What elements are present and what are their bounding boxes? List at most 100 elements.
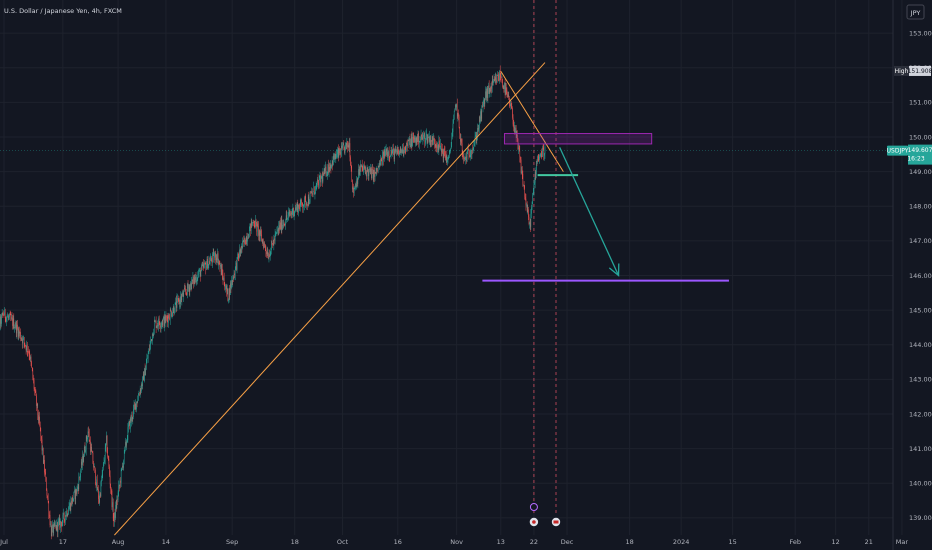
candle-body xyxy=(302,204,303,208)
candle-body xyxy=(312,193,313,195)
candle-body xyxy=(388,151,389,156)
x-tick-label: 17 xyxy=(59,538,67,546)
candle-body xyxy=(271,241,273,244)
candle-body xyxy=(540,153,541,156)
candle-body xyxy=(42,448,43,451)
symbol-badge xyxy=(887,145,908,156)
candle-body xyxy=(323,173,324,176)
candle-body xyxy=(318,181,319,188)
candle-body xyxy=(229,288,230,295)
candle-body xyxy=(62,522,63,527)
candle-body xyxy=(358,169,360,175)
candle-body xyxy=(218,262,219,265)
candle-body xyxy=(92,453,94,464)
candle-body xyxy=(436,144,437,148)
currency-button[interactable]: JPY xyxy=(906,4,925,20)
candle-body xyxy=(272,243,273,245)
candle-body xyxy=(293,207,294,217)
candle-body xyxy=(222,268,223,275)
candle-body xyxy=(208,261,210,265)
candle-body xyxy=(354,188,356,190)
candle-body xyxy=(319,177,320,188)
currency-label: JPY xyxy=(910,9,921,17)
candle-body xyxy=(537,156,539,159)
candle-body xyxy=(269,254,271,257)
candle-body xyxy=(236,262,237,270)
candle-body xyxy=(44,472,46,474)
candle-body xyxy=(170,310,172,312)
candle-body xyxy=(138,395,139,401)
candle-body xyxy=(232,276,234,283)
candle-body xyxy=(285,222,286,226)
candle-body xyxy=(99,494,100,503)
candle-body xyxy=(261,239,263,242)
candle-body xyxy=(449,151,451,152)
candle-body xyxy=(189,286,191,292)
candle-body xyxy=(324,168,326,171)
event-marker-icon[interactable] xyxy=(529,503,538,511)
candle-body xyxy=(86,436,88,440)
candle-body xyxy=(109,475,111,485)
candle-body xyxy=(65,515,67,517)
candle-body xyxy=(161,322,162,325)
candle-body xyxy=(467,149,468,153)
candle-body xyxy=(162,319,164,325)
candle-body xyxy=(527,209,529,213)
candle-body xyxy=(277,229,279,231)
candle-body xyxy=(45,473,46,478)
candle-body xyxy=(300,199,302,205)
candle-body xyxy=(269,254,270,257)
candle-body xyxy=(288,212,289,216)
candle-body xyxy=(411,136,412,144)
candle-body xyxy=(0,316,2,324)
candle-body xyxy=(531,207,532,214)
candle-body xyxy=(165,316,167,323)
candle-body xyxy=(60,521,61,528)
candle-body xyxy=(532,193,533,202)
candle-body xyxy=(141,384,143,387)
candle-body xyxy=(509,97,510,104)
candle-body xyxy=(536,161,538,162)
candle-body xyxy=(249,228,250,238)
candle-body xyxy=(52,524,54,534)
event-markers[interactable] xyxy=(529,503,561,527)
candle-body xyxy=(345,142,346,146)
candle-body xyxy=(441,148,443,152)
grid xyxy=(0,0,903,535)
candle-body xyxy=(238,255,240,258)
candle-body xyxy=(425,135,427,141)
candle-body xyxy=(470,153,471,156)
candle-body xyxy=(360,165,362,167)
candle-body xyxy=(446,155,448,163)
candle-body xyxy=(334,153,336,159)
candle-body xyxy=(174,312,175,314)
candle-body xyxy=(379,162,381,166)
candle-body xyxy=(114,512,116,518)
candle-body xyxy=(98,489,99,499)
candle-body xyxy=(222,274,224,281)
candle-body xyxy=(190,283,192,290)
candle-body xyxy=(227,288,228,292)
candle-body xyxy=(103,462,105,463)
candle-body xyxy=(22,339,23,344)
candle-body xyxy=(501,77,502,79)
candle-body xyxy=(73,498,74,502)
candle-body xyxy=(61,522,62,527)
candle-body xyxy=(252,222,253,226)
candle-body xyxy=(103,462,104,468)
x-tick-label: Dec xyxy=(561,538,574,546)
candle-body xyxy=(122,465,124,468)
candle-body xyxy=(70,500,72,511)
candle-body xyxy=(235,262,237,267)
candle-body xyxy=(174,302,176,313)
drawings xyxy=(0,62,893,536)
candle-body xyxy=(69,503,70,508)
candle-body xyxy=(181,295,183,301)
candle-body xyxy=(507,94,508,98)
candle-body xyxy=(109,466,110,476)
candle-body xyxy=(525,198,527,206)
x-tick-label: 18 xyxy=(291,538,299,546)
candle-body xyxy=(414,137,416,143)
candle-body xyxy=(198,270,200,275)
